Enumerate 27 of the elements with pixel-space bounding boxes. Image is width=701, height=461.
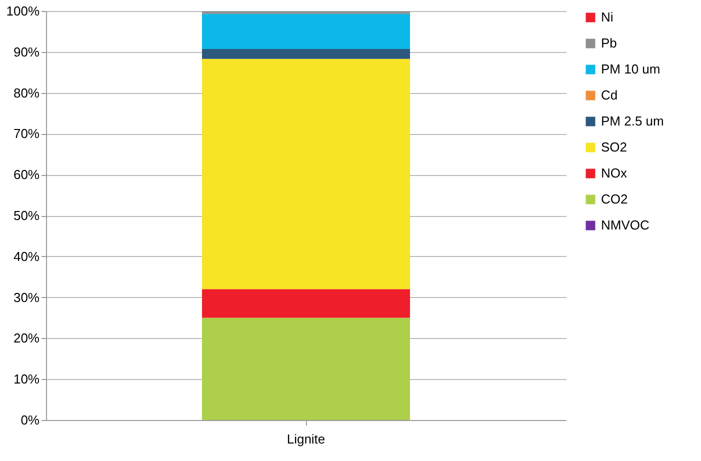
bar bbox=[202, 11, 410, 14]
y-tick-label: 70% bbox=[13, 126, 40, 142]
bar bbox=[202, 58, 410, 290]
y-tick-label: 0% bbox=[20, 412, 40, 428]
legend-label: NMVOC bbox=[601, 218, 650, 232]
x-tick-label: Lignite bbox=[286, 432, 326, 446]
legend-label: Pb bbox=[601, 36, 617, 50]
y-tick-label: 80% bbox=[13, 85, 40, 100]
y-tick-label: 10% bbox=[13, 372, 40, 387]
legend-label: CO2 bbox=[601, 192, 628, 206]
y-tick-label: 30% bbox=[13, 290, 40, 305]
y-tick-label: 60% bbox=[13, 167, 40, 182]
bar bbox=[202, 318, 410, 420]
y-tick-label: 50% bbox=[13, 208, 40, 223]
y-tick-label: 20% bbox=[13, 330, 40, 346]
y-tick-label: 100% bbox=[6, 4, 40, 18]
legend-label: NOx bbox=[601, 166, 628, 180]
bar bbox=[202, 289, 410, 318]
bar bbox=[202, 49, 410, 59]
bar bbox=[202, 14, 410, 50]
legend-label: SO2 bbox=[601, 140, 628, 154]
legend-label: PM 2.5 um bbox=[601, 114, 664, 128]
legend-label: PM 10 um bbox=[601, 62, 660, 76]
legend-label: Ni bbox=[601, 10, 614, 24]
y-tick-label: 40% bbox=[13, 248, 40, 264]
legend-label: Cd bbox=[601, 88, 618, 102]
y-tick-label: 90% bbox=[13, 44, 40, 60]
